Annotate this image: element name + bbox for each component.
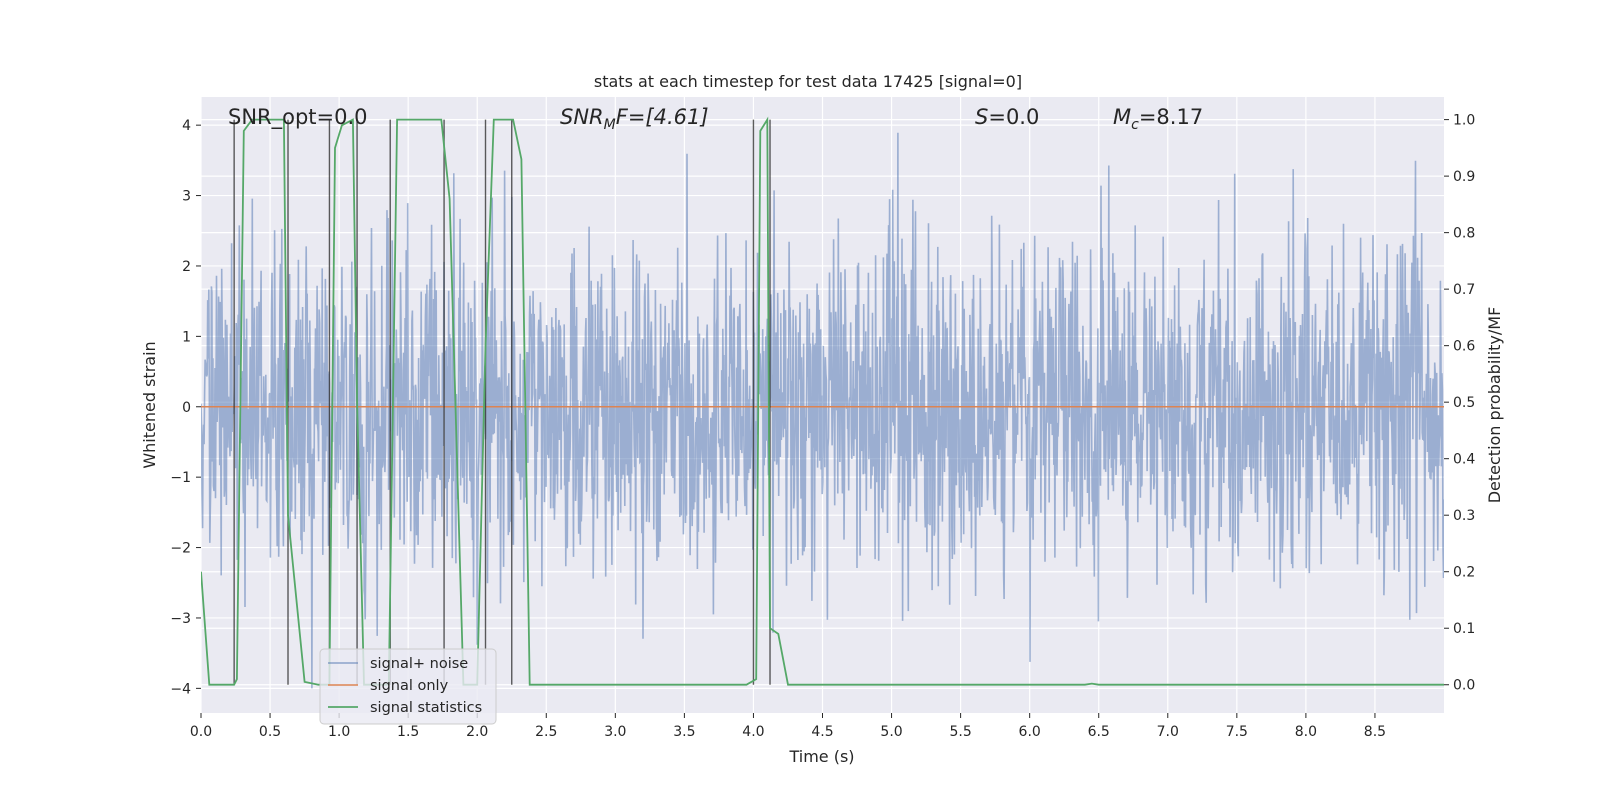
x-tick-label: 7.5: [1226, 724, 1248, 740]
y-tick-label: 2: [182, 259, 191, 275]
x-tick-label: 8.0: [1295, 724, 1317, 740]
y-tick-label: −4: [170, 681, 191, 697]
y2-tick-label: 0.9: [1453, 169, 1475, 185]
x-tick-label: 2.0: [466, 724, 488, 740]
snr-mf-annotation: SNRMF=[4.61]: [560, 105, 709, 133]
x-tick-label: 8.5: [1364, 724, 1386, 740]
y2-tick-label: 0.8: [1453, 226, 1475, 242]
legend-entry-signal-only: signal only: [370, 678, 449, 694]
y2-tick-label: 0.4: [1453, 452, 1475, 468]
x-tick-label: 3.0: [604, 724, 626, 740]
y2-tick-label: 0.3: [1453, 508, 1475, 524]
x-tick-label: 1.5: [397, 724, 419, 740]
mc-symbol: M: [1113, 105, 1131, 129]
y-tick-label: 0: [182, 400, 191, 416]
y2-tick-label: 0.7: [1453, 282, 1475, 298]
chart-title: stats at each timestep for test data 174…: [594, 72, 1022, 91]
snr-mf-subscript: M: [604, 117, 616, 133]
y-axis-ticks: −4 −3 −2 −1 0 1 2 3 4: [170, 118, 201, 697]
mc-annotation: Mc=8.17: [1113, 105, 1203, 133]
legend-entry-noise: signal+ noise: [370, 656, 468, 672]
x-tick-label: 7.0: [1157, 724, 1179, 740]
x-tick-label: 4.5: [811, 724, 833, 740]
x-tick-label: 6.0: [1019, 724, 1041, 740]
y2-tick-label: 0.6: [1453, 339, 1475, 355]
x-tick-label: 6.5: [1088, 724, 1110, 740]
snr-mf-value: F=[4.61]: [616, 105, 709, 129]
mc-value: =8.17: [1139, 105, 1203, 129]
snr-mf-symbol: SNR: [560, 105, 604, 129]
y-tick-label: −2: [170, 541, 191, 557]
legend-entry-statistics: signal statistics: [370, 700, 482, 716]
s-annotation: S=0.0: [975, 105, 1039, 129]
x-tick-label: 5.5: [949, 724, 971, 740]
x-tick-label: 0.0: [190, 724, 212, 740]
x-tick-label: 2.5: [535, 724, 557, 740]
snr-opt-annotation: SNR_opt=0.0: [228, 105, 368, 130]
x-axis-label: Time (s): [788, 747, 854, 766]
x-tick-label: 3.5: [673, 724, 695, 740]
x-tick-label: 5.0: [880, 724, 902, 740]
y-tick-label: 3: [182, 189, 191, 205]
y-tick-label: −3: [170, 611, 191, 627]
y2-tick-label: 0.2: [1453, 565, 1475, 581]
signal-statistics-series: [201, 116, 1444, 686]
legend-box: [319, 648, 497, 725]
legend: signal+ noise signal only signal statist…: [319, 648, 497, 725]
s-symbol: S: [975, 105, 988, 129]
y2-tick-label: 0.5: [1453, 395, 1475, 411]
s-value: =0.0: [988, 105, 1039, 129]
y2-tick-label: 0.1: [1453, 621, 1475, 637]
x-tick-label: 4.0: [742, 724, 764, 740]
y2-axis-ticks: 0.0 0.1 0.2 0.3 0.4 0.5 0.6 0.7 0.8 0.9 1.0: [1444, 113, 1475, 694]
y2-tick-label: 0.0: [1453, 678, 1475, 694]
signal-noise-series: [201, 132, 1444, 689]
y-tick-label: −1: [170, 470, 191, 486]
y-tick-label: 1: [182, 329, 191, 345]
y-axis-label: Whitened strain: [140, 341, 159, 468]
y-tick-label: 4: [182, 118, 191, 134]
y2-axis-label: Detection probability/MF: [1485, 307, 1504, 504]
y2-tick-label: 1.0: [1453, 113, 1475, 129]
mc-subscript: c: [1131, 117, 1139, 133]
x-tick-label: 0.5: [259, 724, 281, 740]
x-axis-ticks: 0.0 0.5 1.0 1.5 2.0 2.5 3.0 3.5 4.0 4.5 5.0 5.5 6.0 6…: [190, 713, 1386, 740]
x-tick-label: 1.0: [328, 724, 350, 740]
